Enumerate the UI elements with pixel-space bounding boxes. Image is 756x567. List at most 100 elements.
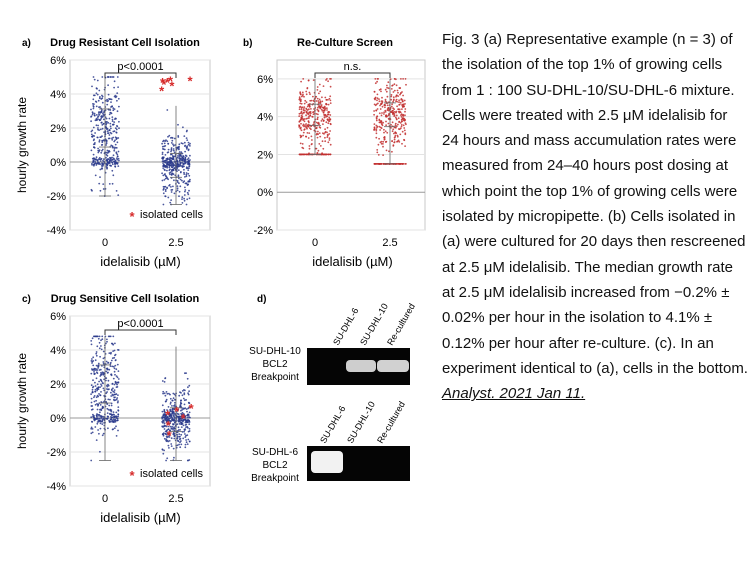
data-point	[322, 132, 324, 135]
data-point	[174, 401, 176, 404]
data-point	[108, 183, 111, 185]
data-point	[167, 142, 170, 145]
data-point	[109, 125, 112, 128]
data-point	[173, 151, 176, 154]
data-point	[321, 118, 324, 121]
data-point	[379, 141, 382, 144]
data-point	[95, 399, 97, 402]
data-point	[115, 161, 118, 164]
data-point	[168, 392, 170, 395]
data-point	[188, 411, 191, 414]
data-point	[183, 416, 186, 419]
data-point	[164, 415, 167, 418]
data-point	[110, 409, 113, 412]
data-point	[117, 157, 120, 160]
data-point	[325, 115, 327, 118]
data-point	[321, 140, 324, 143]
data-point	[97, 386, 100, 389]
data-point	[94, 385, 97, 387]
data-point	[180, 433, 183, 436]
data-point	[102, 362, 105, 365]
data-point	[186, 416, 189, 419]
data-point	[327, 153, 330, 156]
data-point	[96, 345, 99, 348]
data-point	[328, 137, 331, 140]
data-point	[309, 127, 311, 130]
data-point	[173, 393, 176, 396]
data-point	[310, 108, 312, 110]
data-point	[109, 352, 112, 355]
data-point	[324, 107, 327, 110]
isolated-cell-marker: *	[167, 428, 173, 443]
data-point	[177, 409, 180, 411]
data-point	[162, 162, 165, 165]
data-point	[168, 166, 171, 169]
data-point	[101, 95, 104, 98]
data-point	[376, 115, 379, 118]
data-point	[165, 391, 168, 393]
data-point	[299, 93, 302, 96]
caption-citation[interactable]: Analyst. 2021 Jan 11.	[442, 385, 586, 403]
data-point	[188, 459, 191, 461]
data-point	[93, 418, 96, 420]
data-point	[91, 85, 93, 88]
data-point	[106, 417, 109, 420]
data-point	[162, 390, 165, 393]
data-point	[111, 357, 114, 360]
data-point	[112, 415, 115, 418]
data-point	[404, 114, 406, 117]
data-point	[374, 104, 377, 107]
data-point	[184, 158, 187, 161]
data-point	[182, 126, 184, 129]
data-point	[398, 120, 401, 123]
gel-panel-label: d)	[257, 294, 266, 305]
data-point	[385, 149, 388, 152]
data-point	[401, 163, 404, 165]
data-point	[116, 92, 119, 94]
data-point	[111, 365, 114, 368]
data-point	[163, 392, 166, 395]
data-point	[395, 98, 398, 101]
data-point	[110, 373, 113, 376]
data-point	[164, 154, 167, 156]
data-point	[184, 415, 187, 417]
data-point	[186, 443, 189, 445]
data-point	[111, 138, 114, 141]
data-point	[384, 106, 386, 109]
data-point	[110, 359, 113, 362]
data-point	[186, 145, 189, 148]
data-point	[173, 160, 176, 163]
data-point	[92, 105, 95, 107]
data-point	[327, 103, 330, 106]
data-point	[166, 416, 169, 418]
data-point	[173, 411, 175, 414]
data-point	[177, 175, 180, 178]
data-point	[96, 372, 99, 375]
data-point	[172, 423, 174, 425]
data-point	[116, 76, 119, 78]
data-point	[113, 349, 116, 352]
data-point	[107, 398, 110, 401]
data-point	[105, 151, 107, 154]
data-point	[95, 87, 98, 90]
data-point	[183, 197, 186, 200]
data-point	[391, 150, 393, 153]
data-point	[91, 111, 94, 114]
isolated-cell-marker: *	[169, 79, 175, 94]
data-point	[98, 432, 100, 435]
data-point	[90, 116, 92, 118]
data-point	[404, 110, 406, 113]
data-point	[178, 159, 181, 162]
data-point	[178, 157, 181, 159]
data-point	[382, 145, 384, 148]
data-point	[311, 116, 314, 118]
data-point	[307, 117, 310, 120]
data-point	[168, 134, 171, 137]
data-point	[392, 100, 394, 103]
data-point	[166, 169, 168, 172]
data-point	[166, 423, 169, 425]
data-point	[107, 93, 110, 96]
data-point	[312, 111, 315, 113]
data-point	[99, 378, 102, 381]
data-point	[97, 362, 100, 365]
